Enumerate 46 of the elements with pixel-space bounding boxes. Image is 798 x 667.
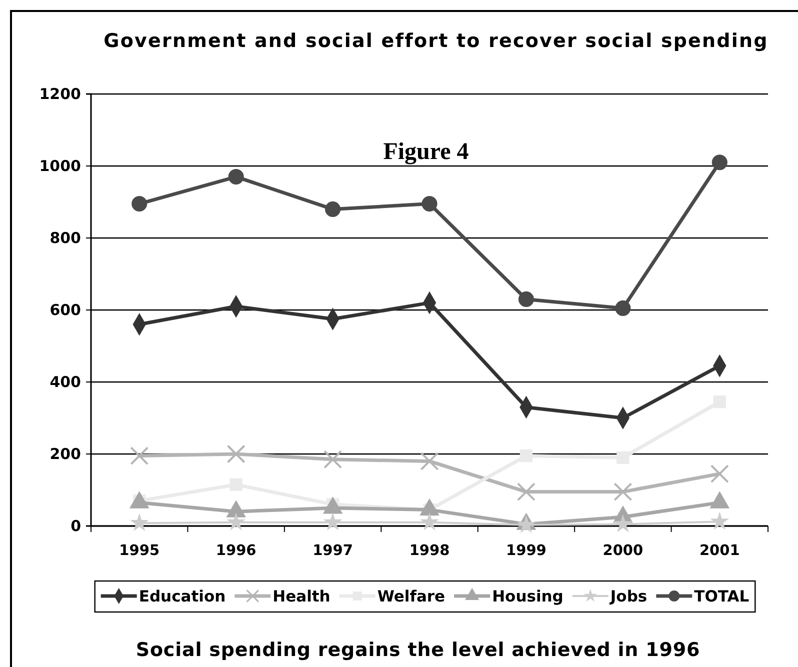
x-tick-label: 2001: [699, 543, 740, 559]
x-tick-label: 1997: [312, 543, 353, 559]
point: [226, 444, 246, 464]
legend-label: Health: [272, 588, 330, 606]
legend-label: Jobs: [609, 588, 648, 606]
point: [710, 464, 729, 484]
annotation: Figure 4: [383, 139, 469, 165]
point: [518, 291, 534, 307]
y-tick-label: 600: [50, 300, 81, 319]
point: [324, 450, 342, 469]
point: [615, 300, 631, 316]
point: [130, 446, 149, 466]
point: [516, 482, 536, 502]
point: [422, 196, 438, 212]
point: [614, 514, 632, 532]
point: [710, 512, 730, 530]
x-tick-label: 1999: [506, 543, 546, 559]
point: [420, 512, 439, 530]
point: [228, 169, 244, 185]
x-tick-label: 1998: [409, 543, 450, 559]
y-tick-label: 200: [50, 444, 81, 463]
point: [226, 512, 246, 530]
legend-label: Education: [138, 588, 226, 606]
y-tick-label: 1200: [39, 84, 81, 103]
y-tick-label: 1000: [39, 156, 81, 175]
legend-label: TOTAL: [694, 588, 750, 606]
y-tick-label: 800: [50, 228, 81, 247]
point: [616, 451, 630, 464]
point: [420, 452, 439, 470]
legend-label: Housing: [492, 588, 564, 606]
point: [614, 482, 632, 502]
chart-title: Government and social effort to recover social spending: [104, 30, 768, 52]
x-tick-label: 1996: [216, 543, 256, 559]
point: [130, 513, 149, 532]
text: Social spending regains the level achieved in 1996: [136, 639, 700, 661]
x-tick-label: 1995: [119, 543, 160, 559]
point: [712, 154, 728, 170]
y-tick-label: 400: [50, 372, 81, 391]
y-tick-label: 0: [70, 516, 81, 535]
point: [323, 512, 342, 530]
legend-label: Welfare: [377, 588, 446, 606]
point: [516, 515, 536, 533]
point: [325, 201, 341, 217]
point: [520, 449, 533, 462]
point: [132, 196, 148, 212]
x-tick-label: 2000: [602, 543, 644, 559]
